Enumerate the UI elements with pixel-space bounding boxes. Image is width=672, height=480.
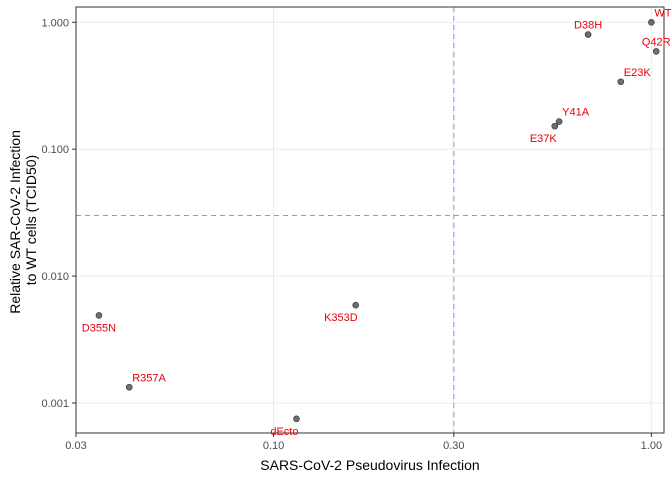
point-label: R357A bbox=[132, 372, 166, 384]
x-tick-label: 0.10 bbox=[263, 440, 284, 452]
point-label: Y41A bbox=[562, 107, 590, 119]
y-axis-title-line-1: Relative SAR-CoV-2 Infection bbox=[7, 130, 23, 314]
point-label: E37K bbox=[530, 133, 558, 145]
x-tick-label: 0.30 bbox=[443, 440, 464, 452]
point-label: WT bbox=[654, 7, 671, 19]
plot-panel-border bbox=[75, 6, 665, 434]
data-point bbox=[555, 118, 563, 125]
y-tick-label: 0.010 bbox=[41, 271, 69, 283]
grid-lines bbox=[75, 7, 664, 433]
reference-lines bbox=[76, 7, 664, 433]
data-points bbox=[95, 19, 660, 423]
y-axis-title-line-2: to WT cells (TCID50) bbox=[23, 155, 39, 285]
point-label: K353D bbox=[324, 312, 358, 324]
point-label: E23K bbox=[624, 67, 652, 79]
data-point bbox=[648, 19, 655, 26]
x-tick-label: 0.03 bbox=[65, 440, 86, 452]
point-label: D38H bbox=[574, 20, 602, 32]
y-tick-label: 1.000 bbox=[41, 17, 69, 29]
x-axis-ticks: 0.03 0.10 0.30 1.00 bbox=[65, 433, 662, 452]
data-point bbox=[352, 301, 360, 309]
y-axis-ticks: 0.001 0.010 0.100 1.000 bbox=[41, 17, 76, 410]
data-point bbox=[617, 78, 625, 86]
y-tick-label: 0.001 bbox=[41, 398, 69, 410]
data-point bbox=[125, 383, 133, 391]
point-label: D355N bbox=[82, 322, 116, 334]
data-point bbox=[551, 122, 559, 130]
y-tick-label: 0.100 bbox=[41, 144, 69, 156]
point-label: Q42R bbox=[642, 36, 671, 48]
data-point bbox=[95, 312, 103, 319]
data-point bbox=[293, 415, 300, 423]
x-axis-title: SARS-CoV-2 Pseudovirus Infection bbox=[260, 457, 479, 473]
y-axis-title: Relative SAR-CoV-2 Infection to WT cells… bbox=[7, 126, 39, 314]
data-point bbox=[584, 31, 592, 38]
point-label: dEcto bbox=[270, 426, 298, 438]
point-labels: WT D38H Q42R E23K Y41A E37K K353D D355N R357A dEc… bbox=[82, 7, 672, 438]
x-tick-label: 1.00 bbox=[641, 440, 662, 452]
data-point bbox=[652, 48, 660, 55]
